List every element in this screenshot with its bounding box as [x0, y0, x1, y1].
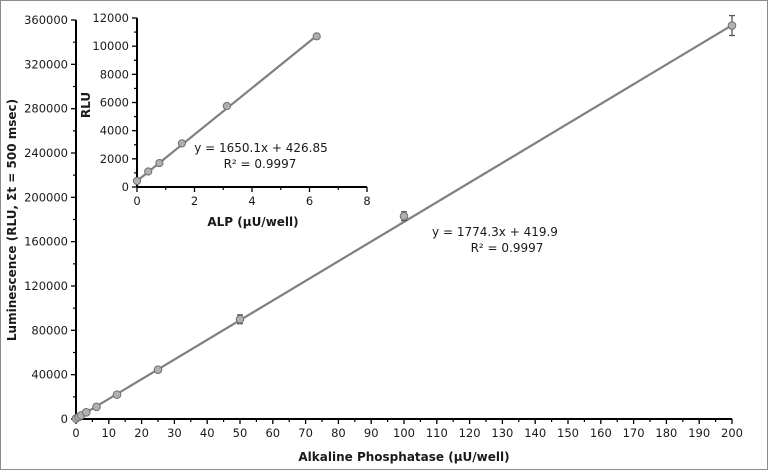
data-point [312, 32, 321, 41]
inset-y-tick-label: 2000 [100, 152, 129, 166]
data-point [112, 390, 122, 399]
inset-trendline-r-squared: R² = 0.9997 [224, 157, 297, 171]
inset-y-tick-label: 4000 [100, 124, 129, 138]
data-point [144, 167, 153, 176]
main-x-tick-label: 180 [655, 426, 677, 440]
data-point [153, 365, 163, 374]
main-y-tick-label: 200000 [24, 190, 68, 204]
main-x-tick-label: 20 [134, 426, 149, 440]
main-x-tick-label: 160 [590, 426, 612, 440]
main-x-tick-label: 60 [265, 426, 280, 440]
main-x-tick-label: 10 [101, 426, 116, 440]
main-trendline-r-squared: R² = 0.9997 [471, 241, 544, 255]
inset-y-tick-label: 10000 [92, 39, 129, 53]
main-y-tick-label: 360000 [24, 13, 68, 27]
data-point [177, 139, 187, 148]
inset-trendline-equation: y = 1650.1x + 426.85 [194, 141, 328, 155]
main-x-tick-label: 80 [331, 426, 346, 440]
data-point [132, 176, 142, 186]
main-x-tick-label: 70 [298, 426, 313, 440]
main-x-tick-label: 140 [524, 426, 546, 440]
main-x-tick-label: 30 [167, 426, 182, 440]
data-point [92, 402, 101, 412]
inset-x-tick-label: 6 [306, 194, 313, 208]
inset-y-tick-label: 6000 [100, 96, 129, 110]
inset-x-tick-label: 0 [133, 194, 140, 208]
inset-x-tick-label: 2 [191, 194, 198, 208]
main-x-tick-label: 170 [623, 426, 645, 440]
main-plot: 0400008000012000016000020000024000028000… [24, 13, 743, 440]
data-point [155, 158, 164, 168]
data-point [81, 408, 91, 417]
inset-x-axis-title: ALP (μU/well) [207, 215, 298, 229]
main-x-tick-label: 0 [72, 426, 79, 440]
inset-y-tick-label: 8000 [100, 67, 129, 81]
main-x-axis-title: Alkaline Phosphatase (μU/well) [298, 450, 509, 464]
inset-y-tick-label: 0 [122, 180, 129, 194]
main-x-tick-label: 50 [233, 426, 248, 440]
data-point [222, 101, 231, 111]
main-x-tick-label: 200 [721, 426, 743, 440]
main-trendline-equation: y = 1774.3x + 419.9 [432, 225, 558, 239]
main-x-tick-label: 110 [426, 426, 448, 440]
main-y-tick-label: 240000 [24, 146, 68, 160]
main-y-axis-title: Luminescence (RLU, Σt = 500 msec) [5, 99, 19, 341]
main-y-tick-label: 80000 [31, 323, 68, 337]
inset-y-tick-label: 12000 [92, 11, 129, 25]
main-y-tick-label: 320000 [24, 57, 68, 71]
main-x-tick-label: 90 [364, 426, 379, 440]
main-x-tick-label: 130 [491, 426, 513, 440]
inset-x-tick-label: 4 [248, 194, 255, 208]
data-point [727, 21, 737, 30]
inset-plot: 0 2000 4000 6000 8000 10000 12000 0 2 4 6 8 [92, 11, 370, 208]
main-y-tick-label: 160000 [24, 235, 68, 249]
main-x-tick-label: 120 [459, 426, 481, 440]
data-point [235, 314, 245, 324]
main-x-tick-label: 150 [557, 426, 579, 440]
main-x-tick-label: 100 [393, 426, 415, 440]
main-y-tick-label: 40000 [31, 368, 68, 382]
main-y-tick-label: 0 [61, 412, 68, 426]
main-y-tick-label: 120000 [24, 279, 68, 293]
main-x-tick-label: 190 [688, 426, 710, 440]
inset-x-tick-label: 8 [363, 194, 370, 208]
inset-y-axis-title: RLU [79, 92, 93, 118]
main-y-tick-label: 280000 [24, 102, 68, 116]
data-point [399, 211, 409, 221]
main-trendline [75, 24, 733, 420]
main-x-tick-label: 40 [200, 426, 215, 440]
